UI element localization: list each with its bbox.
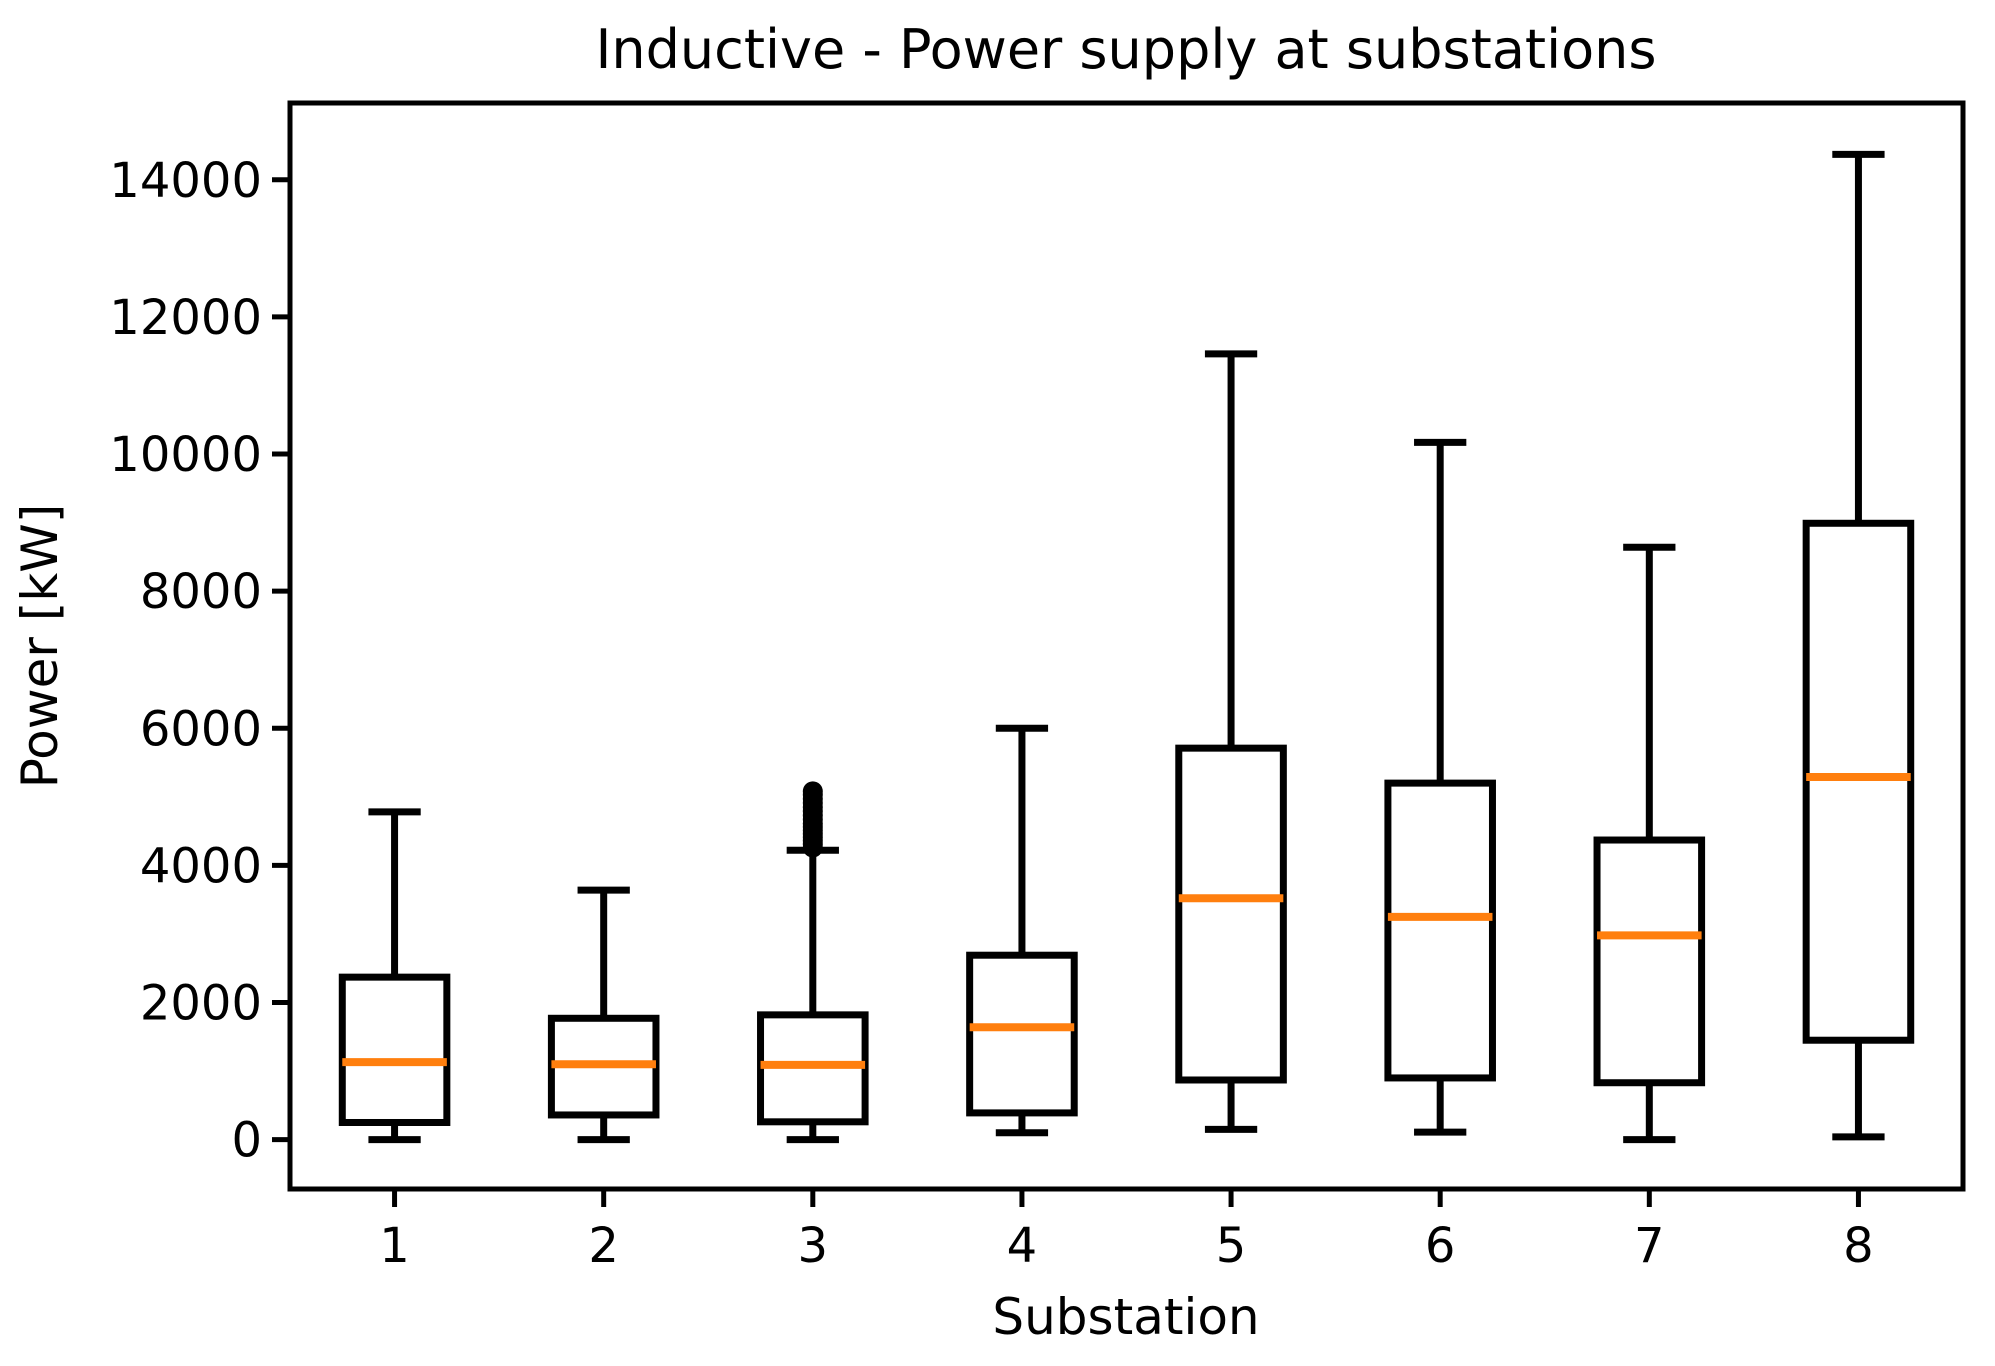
iqr-box-substation-7 <box>1593 836 1706 1087</box>
y-tick-label: 8000 <box>140 564 262 620</box>
y-tick-label: 0 <box>231 1113 262 1169</box>
x-tick-label: 8 <box>1843 1218 1874 1274</box>
x-tick-label: 7 <box>1634 1218 1665 1274</box>
y-tick-label: 12000 <box>109 290 262 346</box>
y-tick-label: 4000 <box>140 838 262 894</box>
x-tick-label: 3 <box>798 1218 829 1274</box>
y-tick-label: 10000 <box>109 427 262 483</box>
outlier-marker <box>802 781 823 802</box>
x-tick-label: 4 <box>1007 1218 1038 1274</box>
iqr-box-substation-6 <box>1384 779 1496 1082</box>
y-axis-label: Power [kW] <box>11 504 69 788</box>
x-tick-label: 2 <box>588 1218 619 1274</box>
y-tick-label: 14000 <box>109 153 262 209</box>
iqr-box-substation-4 <box>966 951 1078 1117</box>
axes-frame <box>287 100 1966 1192</box>
x-tick-label: 1 <box>379 1218 410 1274</box>
y-tick-label: 6000 <box>140 701 262 757</box>
iqr-box-substation-5 <box>1175 744 1287 1084</box>
x-axis-label: Substation <box>992 1288 1259 1346</box>
y-tick-label: 2000 <box>140 976 262 1032</box>
iqr-box-substation-1 <box>338 973 451 1126</box>
chart-title: Inductive - Power supply at substations <box>595 18 1656 81</box>
plot-content: 0 2000 4000 6000 8000 10000 12000 14000 1 2 3 4 5 6 7 8 <box>109 150 1915 1274</box>
iqr-box-substation-8 <box>1802 519 1915 1044</box>
x-tick-label: 5 <box>1216 1218 1247 1274</box>
x-tick-label: 6 <box>1425 1218 1456 1274</box>
